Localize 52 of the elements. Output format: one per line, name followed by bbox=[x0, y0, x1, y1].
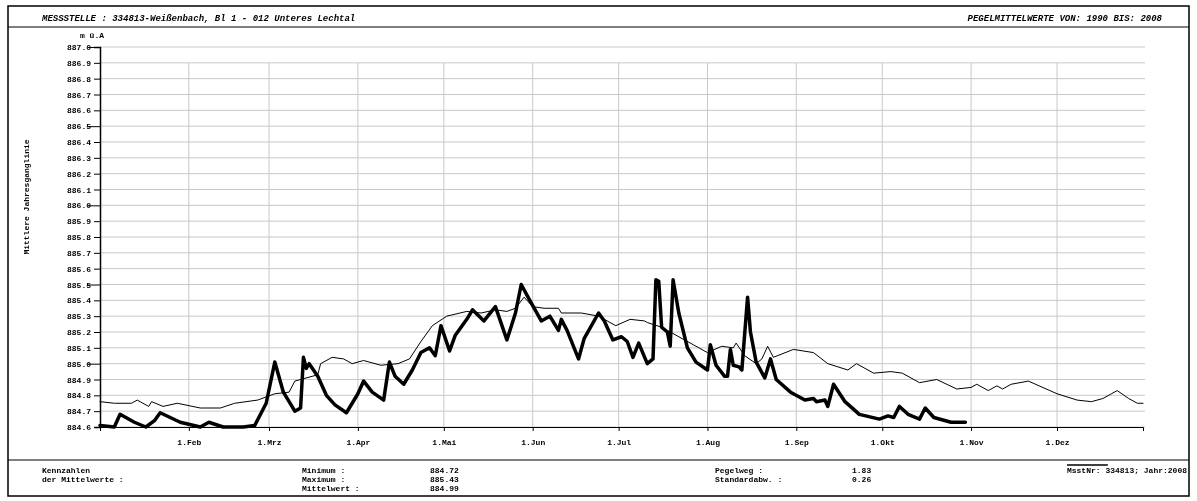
y-tick-label: 886.0 bbox=[66, 201, 92, 211]
y-tick-label: 885.6 bbox=[66, 264, 92, 274]
y-tick-label: 885.3 bbox=[66, 312, 92, 322]
y-tick-label: 886.7 bbox=[66, 90, 92, 100]
y-tick-label: 885.9 bbox=[66, 217, 92, 227]
text: der Mittelwerte : bbox=[42, 475, 124, 484]
chart-subtitle: PEGELMITTELWERTE VON: 1990 BIS: 2008 bbox=[967, 14, 1163, 24]
y-tick-label: 885.1 bbox=[66, 343, 92, 353]
y-tick-label: 885.4 bbox=[66, 296, 92, 306]
text: 0.26 bbox=[852, 475, 872, 484]
y-tick-label: 884.9 bbox=[66, 375, 92, 385]
x-tick-label: 1.Mrz bbox=[257, 438, 282, 448]
x-tick-label: 1.Sep bbox=[784, 438, 809, 448]
y-tick-label: 885.7 bbox=[66, 248, 92, 258]
y-tick-label: 886.8 bbox=[66, 74, 92, 84]
y-tick-label: 886.5 bbox=[66, 122, 92, 132]
x-tick-label: 1.Jul bbox=[607, 438, 632, 448]
y-tick-label: 886.6 bbox=[66, 106, 92, 116]
y-tick-label: 884.8 bbox=[66, 391, 92, 401]
y-tick-label: 885.8 bbox=[66, 233, 92, 243]
text: Maximum : bbox=[302, 475, 346, 484]
chart-title: MESSSTELLE : 334813-Weißenbach, Bl 1 - 012 Unteres Lechtal bbox=[41, 14, 356, 24]
text: 884.99 bbox=[430, 484, 459, 493]
x-tick-label: 1.Okt bbox=[870, 438, 895, 448]
text: Standardabw. : bbox=[715, 475, 783, 484]
text: 1.83 bbox=[852, 466, 872, 475]
text: Pegelweg : bbox=[715, 466, 764, 475]
x-tick-label: 1.Jun bbox=[521, 438, 546, 448]
x-tick-label: 1.Nov bbox=[959, 438, 984, 448]
x-tick-label: 1.Aug bbox=[695, 438, 721, 448]
y-tick-label: 885.5 bbox=[66, 280, 92, 290]
y-tick-label: 886.9 bbox=[66, 58, 92, 68]
y-tick-label: 884.6 bbox=[66, 423, 92, 433]
x-tick-label: 1.Feb bbox=[177, 438, 202, 448]
y-tick-label: 886.3 bbox=[66, 153, 92, 163]
text: Minimum : bbox=[302, 466, 346, 475]
x-tick-label: 1.Apr bbox=[346, 438, 371, 448]
y-tick-label: 884.7 bbox=[66, 407, 92, 417]
text: 885.43 bbox=[430, 475, 459, 484]
y-tick-label: 885.2 bbox=[66, 328, 92, 338]
text: 884.72 bbox=[430, 466, 459, 475]
y-tick-label: 885.0 bbox=[66, 359, 92, 369]
text: m ü.A bbox=[79, 31, 105, 40]
y-tick-label: 886.1 bbox=[66, 185, 92, 195]
y-axis-title: Mittlere Jahresganglinie bbox=[22, 139, 31, 255]
y-tick-label: 886.4 bbox=[66, 138, 92, 148]
text: Kennzahlen bbox=[42, 466, 91, 475]
y-tick-label: 886.2 bbox=[66, 169, 92, 179]
text: MsstNr: 334813; Jahr:2008 bbox=[1066, 466, 1188, 475]
x-tick-label: 1.Mai bbox=[432, 438, 457, 448]
x-tick-label: 1.Dez bbox=[1045, 438, 1070, 448]
text: Mittelwert : bbox=[302, 484, 360, 493]
